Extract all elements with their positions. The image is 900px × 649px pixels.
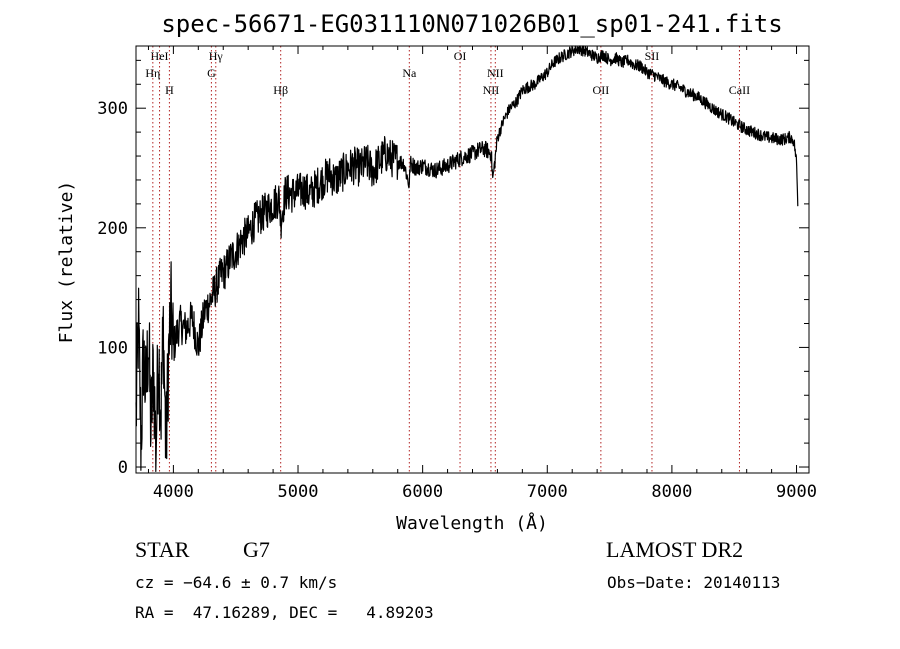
y-axis-label: Flux (relative) <box>56 181 77 344</box>
x-tick-label: 9000 <box>776 482 817 502</box>
x-tick-label: 7000 <box>527 482 568 502</box>
object-subclass: G7 <box>243 537 270 562</box>
spectral-line-label: G <box>207 66 216 80</box>
spectral-line-label: H <box>165 83 174 97</box>
x-axis-label: Wavelength (Å) <box>396 512 548 534</box>
spectral-line-label: Hη <box>145 66 160 80</box>
spectral-line-label: Na <box>402 66 417 80</box>
spectral-line-label: OI <box>454 49 467 63</box>
y-tick-label: 200 <box>97 219 128 239</box>
spectral-line-label: Hβ <box>273 83 288 97</box>
spectral-line-label: NII <box>487 66 504 80</box>
x-tick-label: 8000 <box>651 482 692 502</box>
spectral-line-label: CaII <box>729 83 750 97</box>
spectral-line-label: NII <box>483 83 500 97</box>
y-tick-label: 0 <box>118 458 128 478</box>
spectral-line-markers: HeI Hη H Hγ G Hβ Na OI NII NII SII OII CaII <box>145 46 750 473</box>
observation-date: Obs−Date: 20140113 <box>607 573 781 592</box>
y-axis-ticks: 0 100 200 300 <box>97 59 809 478</box>
x-tick-label: 4000 <box>153 482 194 502</box>
y-tick-label: 100 <box>97 338 128 358</box>
redshift-cz: cz = −64.6 ± 0.7 km/s <box>135 573 338 592</box>
spectral-line-label: OII <box>593 83 610 97</box>
spectral-line-label: HeI <box>151 49 169 63</box>
object-class: STAR <box>135 537 190 562</box>
spectral-line-label: Hγ <box>209 49 224 63</box>
x-tick-label: 6000 <box>402 482 443 502</box>
ra-dec-coordinates: RA = 47.16289, DEC = 4.89203 <box>135 603 434 622</box>
x-tick-label: 5000 <box>278 482 319 502</box>
y-tick-label: 300 <box>97 99 128 119</box>
spectral-line-label: SII <box>645 49 660 63</box>
chart-title: spec-56671-EG031110N071026B01_sp01-241.f… <box>161 10 782 38</box>
x-axis-ticks: 4000 5000 6000 7000 8000 9000 <box>147 46 817 502</box>
spectrum-series-line <box>135 45 799 472</box>
survey-name: LAMOST DR2 <box>606 537 744 562</box>
